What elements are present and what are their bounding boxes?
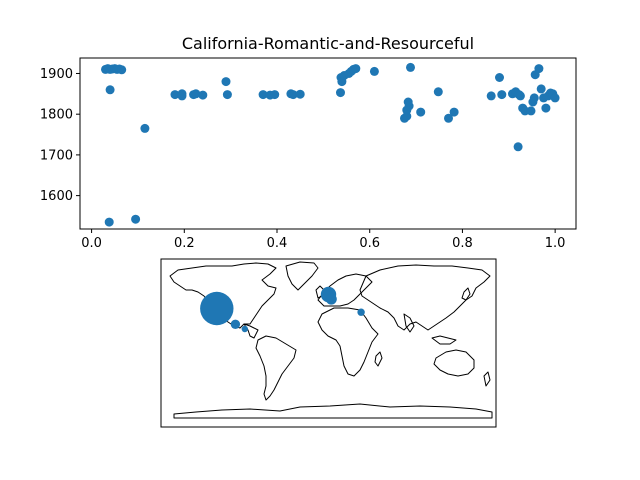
scatter-point xyxy=(270,90,280,100)
scatter-point xyxy=(170,90,180,100)
indonesia-coastline xyxy=(431,335,457,345)
scatter-point xyxy=(529,93,539,103)
south-america-coastline xyxy=(255,335,297,401)
scatter-point xyxy=(222,90,232,100)
india-coastline xyxy=(403,313,415,333)
scatter-point xyxy=(444,113,453,123)
y-tick-label: 1700 xyxy=(40,148,73,163)
scatter-point xyxy=(295,89,305,99)
scatter-point xyxy=(369,66,379,76)
north-america-coastline xyxy=(169,262,277,329)
scatter-point xyxy=(336,88,345,98)
x-tick-label: 0.4 xyxy=(267,236,288,251)
scatter-point xyxy=(406,62,415,72)
y-tick-label: 1800 xyxy=(40,108,73,123)
map-marker xyxy=(230,319,241,329)
map-marker xyxy=(325,293,337,305)
x-tick-label: 1.0 xyxy=(545,236,566,251)
antarctica-coastline xyxy=(173,403,493,419)
world-map xyxy=(160,258,497,428)
x-tick-label: 0.6 xyxy=(359,236,380,251)
scatter-point xyxy=(131,214,141,224)
scatter-point xyxy=(117,65,127,75)
scatter-point xyxy=(536,84,546,94)
scatter-point xyxy=(416,107,426,117)
scatter-point xyxy=(495,73,504,82)
scatter-point xyxy=(433,87,443,97)
scatter-point xyxy=(497,90,507,100)
scatter-point xyxy=(221,77,231,87)
scatter-frame xyxy=(79,57,577,230)
scatter-point xyxy=(351,64,361,74)
x-tick-label: 0.2 xyxy=(174,236,195,251)
map-marker xyxy=(200,291,234,326)
scatter-point xyxy=(191,89,201,99)
central-america-coastline xyxy=(243,323,259,339)
scatter-point xyxy=(449,107,459,117)
scatter-point xyxy=(198,90,208,100)
scatter-point xyxy=(541,103,551,113)
y-tick-label: 1600 xyxy=(40,189,73,204)
scatter-points xyxy=(101,62,560,227)
scatter-point xyxy=(513,142,523,152)
scatter-point xyxy=(104,217,114,227)
scatter-point xyxy=(550,93,560,103)
map-marker xyxy=(357,308,365,316)
x-tick-label: 0.8 xyxy=(452,236,473,251)
europe-coastline xyxy=(317,273,373,307)
scatter-point xyxy=(486,91,496,101)
scatter-point xyxy=(526,106,536,116)
map-marker xyxy=(241,325,248,333)
y-axis: 1600 1700 1800 1900 xyxy=(40,67,80,204)
y-tick-label: 1900 xyxy=(40,67,73,82)
scatter-point xyxy=(105,85,115,95)
greenland-coastline xyxy=(285,261,319,291)
scatter-point xyxy=(403,97,413,107)
scatter-point xyxy=(288,90,298,100)
scatter-point xyxy=(534,64,544,74)
x-tick-label: 0.0 xyxy=(81,236,102,251)
scatter-point xyxy=(515,91,525,101)
chart-title: California-Romantic-and-Resourceful xyxy=(182,34,474,53)
map-markers xyxy=(200,286,365,333)
map-frame xyxy=(160,258,497,428)
new-zealand-coastline xyxy=(483,371,491,387)
asia-coastline xyxy=(359,264,491,331)
scatter-plot: California-Romantic-and-Resourceful 0.0 0… xyxy=(40,34,577,251)
scatter-point xyxy=(258,90,268,100)
scatter-point xyxy=(140,123,150,133)
map-background xyxy=(161,259,496,427)
japan-coastline xyxy=(461,287,471,301)
scatter-point xyxy=(177,91,187,101)
x-axis: 0.0 0.2 0.4 0.6 0.8 1.0 xyxy=(81,229,565,251)
madagascar-coastline xyxy=(374,351,383,367)
australia-coastline xyxy=(433,349,475,377)
